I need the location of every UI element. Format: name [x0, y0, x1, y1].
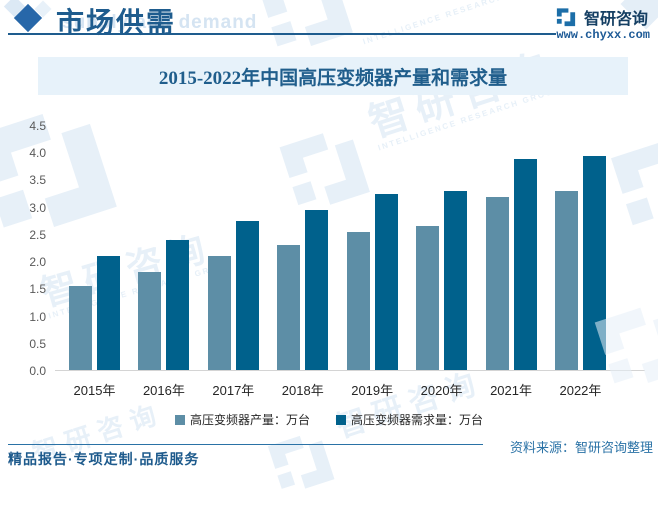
bar-group	[416, 126, 468, 370]
legend-item: 高压变频器需求量：万台	[336, 411, 483, 428]
y-axis-tick-label: 3.0	[29, 200, 46, 215]
chart-title-band: 2015-2022年中国高压变频器产量和需求量	[38, 57, 628, 95]
x-axis-label: 2015年	[73, 383, 116, 398]
watermark-tagline: INTELLIGENCE RESEARCH GROUP	[361, 0, 547, 47]
brand-url: www.chyxx.com	[556, 28, 650, 42]
legend-item: 高压变频器产量：万台	[174, 411, 310, 428]
legend-label: 高压变频器需求量：万台	[351, 413, 484, 427]
legend-swatch	[174, 414, 185, 425]
x-axis-label: 2022年	[559, 383, 602, 398]
bar	[235, 220, 259, 370]
bar-group	[554, 126, 606, 370]
y-axis-tick-label: 0.5	[29, 336, 46, 351]
y-axis-tick-label: 1.0	[29, 309, 46, 324]
footer-slogan: 精品报告·专项定制·品质服务	[8, 451, 200, 467]
x-axis-label: 2018年	[281, 383, 324, 398]
y-axis-tick-label: 3.5	[29, 173, 46, 188]
bar	[138, 272, 162, 370]
x-axis-label: 2021年	[490, 383, 532, 398]
x-axis-label: 2020年	[420, 383, 463, 398]
bar	[374, 193, 398, 370]
bar-group	[138, 126, 190, 370]
x-axis: 2015年 2016年 2017年 2018年 2019年 2020年 2021年 2022年	[55, 380, 645, 399]
footer-divider	[8, 444, 483, 445]
bar	[554, 191, 578, 370]
bar	[69, 285, 92, 370]
bar	[485, 196, 509, 370]
bar-group	[277, 126, 329, 370]
y-axis-tick-label: 2.5	[29, 227, 46, 242]
bar	[166, 239, 190, 370]
bar-group	[485, 126, 537, 370]
y-axis-tick-label: 4.5	[29, 119, 46, 133]
bar-group	[346, 126, 398, 370]
y-axis-tick-label: 1.5	[29, 282, 46, 297]
bar	[346, 231, 370, 370]
x-axis-label: 2016年	[142, 383, 185, 398]
x-axis-label: 2017年	[212, 383, 255, 398]
bar	[277, 245, 301, 370]
bar	[444, 191, 468, 370]
data-source-text: 资料来源：智研咨询整理	[509, 440, 653, 455]
y-axis-tick-label: 0.0	[29, 364, 46, 378]
brand-name: 智研咨询	[583, 11, 648, 28]
legend-label: 高压变频器产量：万台	[189, 413, 310, 427]
bar	[207, 256, 231, 370]
bar-group	[69, 126, 120, 370]
brand-block: 智研咨询	[554, 5, 648, 29]
section-title: 市场供需	[56, 7, 177, 38]
y-axis-tick-label: 4.0	[29, 146, 46, 161]
bar	[305, 210, 329, 370]
bar	[97, 256, 120, 370]
bar	[582, 155, 606, 370]
chart-title: 2015-2022年中国高压变频器产量和需求量	[158, 67, 508, 89]
legend: 高压变频器产量：万台 高压变频器需求量：万台	[0, 411, 658, 428]
bar-chart: 0.0 0.5 1.0 1.5 2.0 2.5 3.0 3.5 4.0 4.5 2015年 2016…	[0, 108, 658, 438]
legend-swatch	[336, 414, 346, 425]
section-subtitle-en: supply and demand	[62, 12, 258, 33]
plot-area	[55, 126, 645, 371]
x-axis-label: 2019年	[351, 383, 394, 398]
bar	[416, 226, 440, 370]
bar-group	[207, 126, 259, 370]
bar	[513, 158, 537, 370]
y-axis-tick-label: 2.0	[29, 255, 46, 270]
brand-logo-icon	[556, 8, 576, 27]
